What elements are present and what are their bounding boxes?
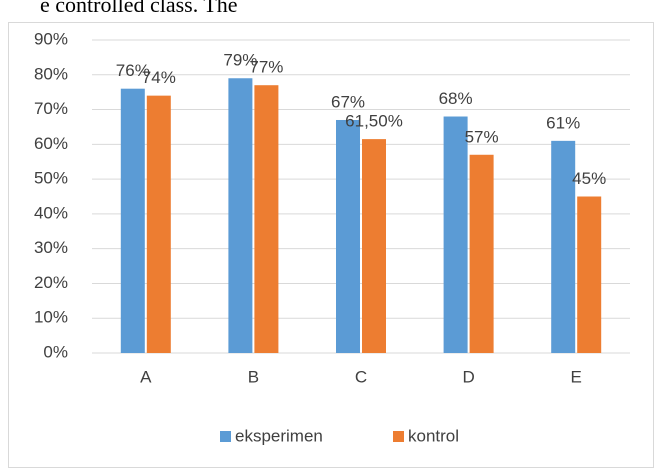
data-label: 45% — [572, 169, 606, 188]
bar — [146, 95, 171, 354]
bar — [254, 85, 279, 353]
bar — [551, 140, 576, 353]
legend-label: eksperimen — [235, 426, 323, 445]
bar — [336, 119, 360, 353]
x-tick-label: E — [571, 367, 582, 386]
text-fragment: e controlled class. The — [40, 0, 238, 17]
data-label: 57% — [465, 127, 499, 146]
bar — [228, 78, 253, 353]
y-tick-label: 20% — [34, 273, 68, 292]
y-tick-label: 30% — [34, 238, 68, 257]
data-label: 74% — [142, 68, 176, 87]
x-tick-label: C — [355, 367, 367, 386]
legend-swatch — [220, 431, 231, 442]
bar — [577, 196, 602, 353]
legend-label: kontrol — [408, 426, 459, 445]
data-label: 77% — [249, 58, 283, 77]
legend-swatch — [393, 431, 404, 442]
chart-border — [8, 22, 654, 468]
data-label: 79% — [223, 51, 257, 70]
bar — [469, 154, 494, 353]
y-tick-label: 0% — [43, 342, 68, 361]
x-tick-label: A — [140, 367, 152, 386]
bar — [120, 88, 145, 353]
y-tick-label: 10% — [34, 308, 68, 327]
data-label: 67% — [331, 92, 365, 111]
y-tick-label: 80% — [34, 64, 68, 83]
bar — [443, 116, 468, 353]
bar — [362, 139, 386, 353]
x-tick-label: B — [248, 367, 259, 386]
data-label: 68% — [439, 89, 473, 108]
x-tick-label: D — [462, 367, 474, 386]
data-label: 76% — [116, 61, 150, 80]
data-label: 61% — [546, 113, 580, 132]
data-label: 61,50% — [345, 112, 403, 131]
y-tick-label: 50% — [34, 169, 68, 188]
y-tick-label: 40% — [34, 203, 68, 222]
y-tick-label: 60% — [34, 134, 68, 153]
y-tick-label: 90% — [34, 29, 68, 48]
y-tick-label: 70% — [34, 99, 68, 118]
